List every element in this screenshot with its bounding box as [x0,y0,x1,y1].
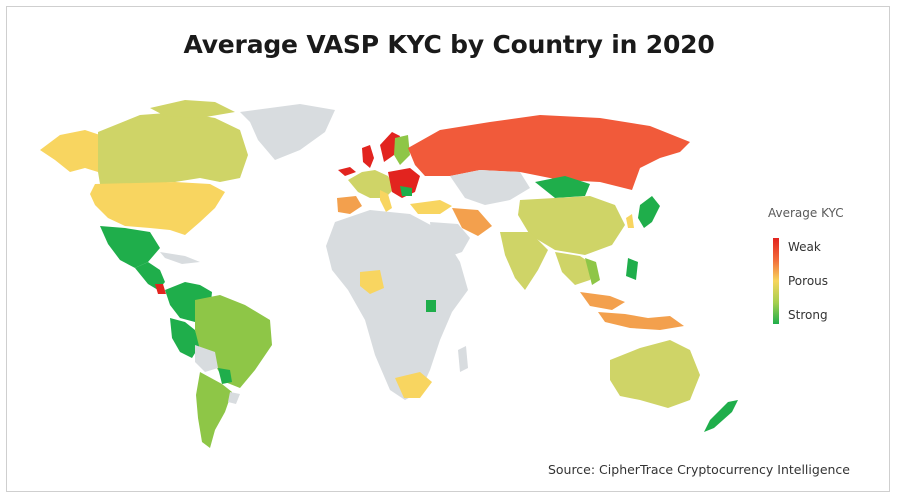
region-malaysia [580,292,625,310]
region-vietnam [585,258,600,285]
region-nigeria [360,270,384,294]
region-balkans [400,186,412,196]
region-brazil [195,295,272,388]
region-china [518,196,625,255]
legend: Average KYC Weak Porous Strong [768,206,878,324]
region-bolivia [195,345,218,372]
region-turkey [410,200,452,214]
region-peru [170,318,200,358]
region-sweden [394,135,410,165]
region-new-zealand [704,400,738,432]
region-russia [408,115,690,190]
region-paraguay [218,368,232,384]
region-madagascar [458,346,468,372]
region-philippines [626,258,638,280]
legend-label-strong: Strong [788,308,828,322]
region-uruguay [228,392,240,404]
region-mongolia [535,176,590,198]
region-italy [380,190,392,212]
region-korea [626,214,634,228]
map-title: Average VASP KYC by Country in 2020 [183,30,715,59]
region-canada [98,112,248,184]
region-alaska [40,130,100,172]
region-spain [337,196,362,214]
region-india [500,232,548,290]
region-canada-islands [150,100,235,118]
region-united-kingdom [362,145,374,168]
region-argentina [196,372,232,448]
region-costa-rica [155,284,166,294]
source-note: Source: CipherTrace Cryptocurrency Intel… [547,462,850,477]
legend-title: Average KYC [768,206,844,220]
legend-label-porous: Porous [788,274,829,288]
region-south-africa [395,372,432,398]
region-caribbean [160,252,200,264]
region-uganda [426,300,436,312]
region-africa [326,210,468,400]
region-iceland [338,167,356,176]
region-australia [610,340,700,408]
region-mexico [100,226,160,268]
region-united-states [90,182,225,235]
legend-label-weak: Weak [788,240,821,254]
region-central-america [135,262,165,290]
region-greenland [240,104,335,160]
region-indonesia [598,312,684,330]
region-southeast-asia [555,252,595,285]
region-iran [452,208,492,236]
legend-color-bar [773,238,779,324]
region-western-europe [348,170,395,198]
region-kazakhstan [450,170,530,205]
region-japan [638,196,660,228]
